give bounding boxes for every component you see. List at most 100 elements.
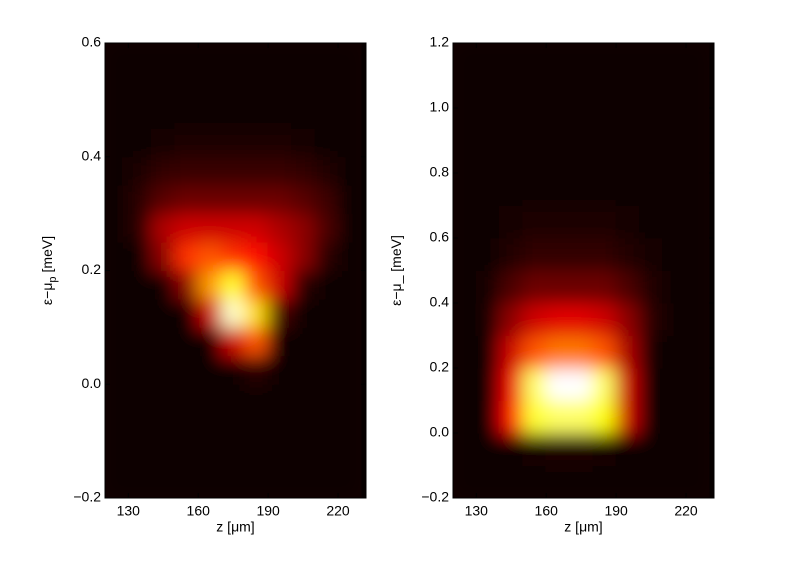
heatmap-cell [314,440,339,471]
heatmap-cell [545,237,571,271]
heatmap-cell [221,241,246,271]
heatmap-cell [615,140,640,174]
heatmap-cell [105,213,129,243]
heatmap-cell [267,99,292,129]
heatmap-cell [197,412,223,442]
heatmap-cell [244,383,269,414]
heatmap-cell [244,99,269,129]
heatmap-cell [105,99,129,129]
heatmap-cell [685,367,710,401]
y-tick-label: 0.6 [82,34,102,50]
heatmap-cell [105,184,129,215]
heatmap-cell [314,469,339,498]
y-tick-label: 0.6 [430,229,450,245]
heatmap-cell [127,355,153,385]
heatmap-cell [314,184,339,215]
heatmap-cell [151,270,176,300]
heatmap-cell [105,70,129,101]
heatmap-cell [197,156,223,186]
heatmap-cell [662,432,687,466]
heatmap-cell [174,99,199,129]
heatmap-cell [290,440,316,471]
heatmap-cell [337,412,362,442]
heatmap-cell [545,172,571,206]
heatmap-cell [453,270,477,304]
heatmap-cell [197,99,223,129]
heatmap-cell [615,367,640,401]
heatmap-cell [475,270,501,304]
heatmap-cell [592,465,617,498]
y-tick-label: 0.0 [430,424,450,440]
heatmap-cell [453,237,477,271]
heatmap-cell [221,270,246,300]
heatmap-cell [267,156,292,186]
heatmap-cell [638,43,664,76]
heatmap-cell [545,335,571,369]
heatmap-cell [290,469,316,498]
heatmap-cell [685,335,710,369]
heatmap-cell [475,205,501,239]
heatmap-cell [105,412,129,442]
heatmap-cell [499,302,524,336]
heatmap [105,43,362,498]
heatmap-cell [151,298,176,328]
heatmap-cell [545,367,571,401]
heatmap-cell [592,75,617,109]
heatmap-cell [662,140,687,174]
heatmap-cell [151,383,176,414]
heatmap-cell [499,205,524,239]
heatmap-cell [267,440,292,471]
heatmap-cell [197,469,223,498]
heatmap-cell [615,205,640,239]
heatmap-cell [290,213,316,243]
heatmap-cell [453,43,477,76]
heatmap-cell [127,383,153,414]
heatmap-cell [337,70,362,101]
heatmap-cell [197,383,223,414]
heatmap-cell [475,237,501,271]
y-tick-label: 0.8 [430,164,450,180]
heatmap-cell [221,43,246,72]
y-axis-label: ε−μp [meV] [39,236,59,305]
heatmap-cell [569,43,594,76]
heatmap-cell [105,469,129,498]
heatmap-cell [592,302,617,336]
heatmap-cell [499,400,524,434]
heatmap-cell [638,237,664,271]
heatmap-cell [314,298,339,328]
heatmap-cell [197,127,223,158]
heatmap-cell [267,43,292,72]
y-tick-label: −0.2 [73,489,101,505]
heatmap-cell [615,465,640,498]
heatmap-cell [105,383,129,414]
heatmap-cell [290,184,316,215]
heatmap-cell [244,412,269,442]
heatmap-cell [244,70,269,101]
heatmap-cell [127,43,153,72]
heatmap-cell [127,99,153,129]
heatmap-cell [174,156,199,186]
x-axis-label: z [μm] [564,519,602,535]
heatmap-cell [522,75,547,109]
heatmap-cell [244,241,269,271]
heatmap-cell [244,213,269,243]
heatmap-cell [615,432,640,466]
heatmap-cell [127,156,153,186]
heatmap-cell [221,298,246,328]
heatmap-cell [522,465,547,498]
heatmap-cell [151,184,176,215]
heatmap-cell [662,43,687,76]
heatmap-cell [267,355,292,385]
heatmap-cell [174,43,199,72]
x-tick-label: 130 [117,503,141,519]
heatmap-cell [545,43,571,76]
heatmap-cell [592,237,617,271]
heatmap-cell [569,367,594,401]
heatmap-cell [662,107,687,141]
heatmap-cell [151,156,176,186]
heatmap-cell [662,75,687,109]
heatmap-cell [290,127,316,158]
heatmap-cell [127,412,153,442]
heatmap-cell [522,367,547,401]
heatmap-cell [453,400,477,434]
